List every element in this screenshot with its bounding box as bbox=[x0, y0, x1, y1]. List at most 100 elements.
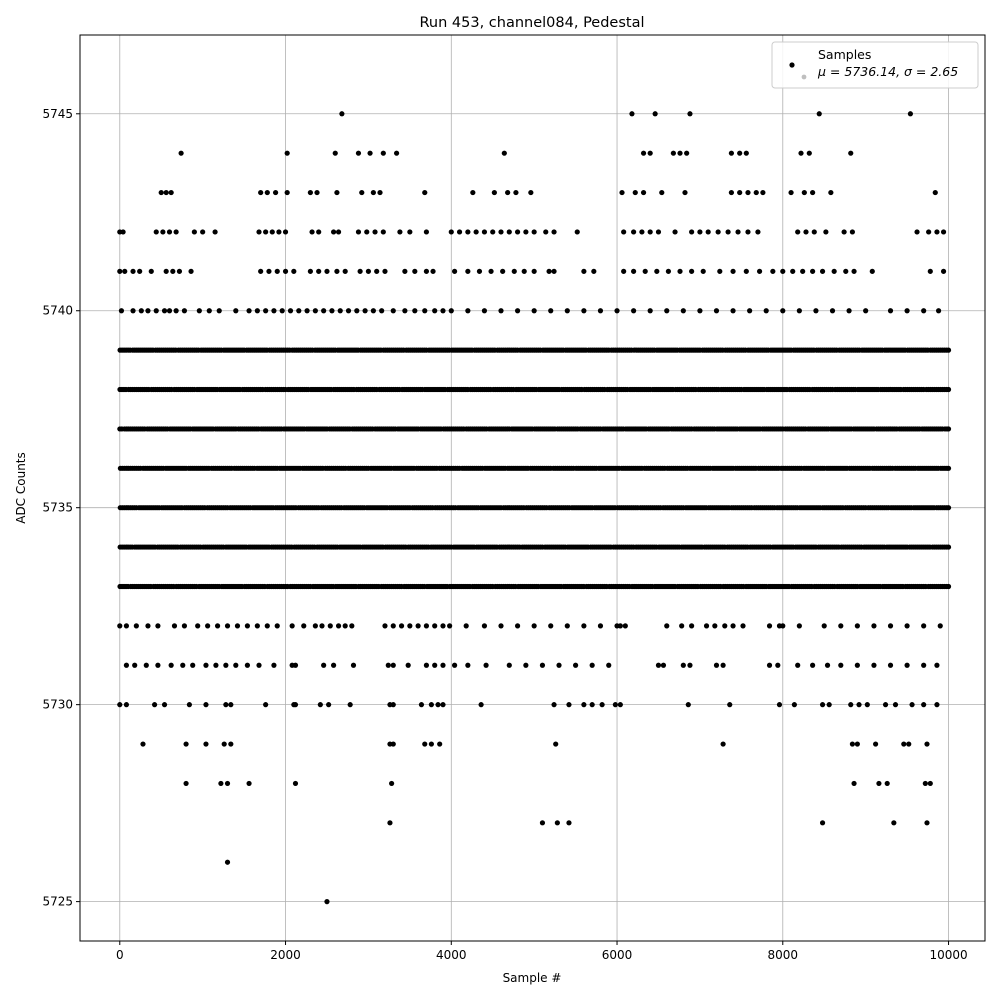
data-point bbox=[428, 741, 434, 747]
data-point bbox=[841, 229, 847, 235]
data-point bbox=[170, 268, 176, 274]
data-point bbox=[546, 268, 552, 274]
data-point bbox=[321, 662, 327, 668]
data-point bbox=[292, 702, 299, 708]
data-point bbox=[760, 189, 766, 196]
data-point bbox=[470, 189, 476, 196]
data-point bbox=[904, 662, 910, 668]
data-point bbox=[907, 111, 914, 117]
data-point bbox=[887, 623, 894, 629]
data-point bbox=[465, 229, 471, 235]
data-point bbox=[423, 662, 430, 668]
data-point bbox=[432, 308, 438, 314]
data-point bbox=[214, 623, 221, 629]
data-point bbox=[766, 662, 773, 668]
data-point bbox=[700, 268, 706, 274]
data-point bbox=[476, 268, 483, 274]
data-point bbox=[846, 308, 852, 314]
data-point bbox=[531, 623, 537, 629]
data-point bbox=[655, 229, 662, 235]
data-point bbox=[876, 780, 882, 787]
data-point bbox=[390, 623, 396, 629]
data-point bbox=[196, 308, 202, 314]
data-point bbox=[244, 623, 251, 629]
data-point bbox=[551, 268, 557, 274]
data-point bbox=[402, 308, 408, 314]
data-point bbox=[451, 268, 458, 274]
data-point bbox=[203, 662, 209, 668]
data-point bbox=[854, 662, 860, 668]
data-point bbox=[756, 268, 763, 274]
data-point bbox=[755, 229, 761, 235]
data-point bbox=[849, 741, 855, 747]
data-point bbox=[621, 229, 627, 235]
data-point bbox=[432, 623, 438, 629]
data-point bbox=[806, 150, 812, 156]
data-point bbox=[531, 229, 537, 235]
data-point bbox=[264, 189, 270, 196]
data-point bbox=[631, 308, 637, 314]
data-point bbox=[854, 741, 860, 747]
data-point bbox=[334, 268, 340, 274]
data-point bbox=[851, 268, 857, 274]
data-point bbox=[428, 702, 434, 708]
data-point bbox=[838, 662, 844, 668]
data-point bbox=[451, 662, 458, 668]
data-point bbox=[407, 623, 413, 629]
data-point bbox=[282, 229, 289, 235]
data-point bbox=[181, 308, 188, 314]
data-point bbox=[329, 308, 335, 314]
data-point bbox=[224, 623, 231, 629]
data-point bbox=[359, 189, 365, 196]
data-point bbox=[181, 623, 188, 629]
data-point bbox=[133, 623, 139, 629]
data-point bbox=[511, 268, 517, 274]
data-point bbox=[264, 623, 270, 629]
data-point bbox=[612, 702, 618, 708]
data-point bbox=[490, 229, 496, 235]
data-point bbox=[921, 308, 927, 314]
data-point bbox=[188, 268, 194, 274]
data-point bbox=[143, 662, 149, 668]
data-point bbox=[448, 308, 454, 314]
data-point bbox=[158, 189, 164, 196]
data-point bbox=[871, 623, 877, 629]
data-point bbox=[448, 229, 454, 235]
data-point bbox=[432, 662, 438, 668]
data-point bbox=[940, 229, 947, 235]
data-point bbox=[617, 702, 623, 708]
data-point bbox=[689, 623, 695, 629]
data-point bbox=[705, 229, 711, 235]
data-point bbox=[137, 268, 143, 274]
data-point bbox=[597, 308, 604, 314]
data-point bbox=[380, 229, 386, 235]
data-point bbox=[945, 386, 952, 393]
data-point bbox=[506, 662, 512, 668]
data-point bbox=[811, 229, 817, 235]
data-point bbox=[282, 268, 289, 274]
data-point bbox=[117, 702, 123, 708]
data-point bbox=[123, 702, 130, 708]
data-point bbox=[324, 899, 330, 905]
data-point bbox=[664, 623, 670, 629]
data-point bbox=[770, 268, 776, 274]
data-point bbox=[271, 308, 277, 314]
data-point bbox=[556, 662, 562, 668]
data-point bbox=[791, 702, 797, 708]
data-point bbox=[740, 623, 746, 629]
data-point bbox=[747, 308, 753, 314]
data-point bbox=[163, 268, 169, 274]
data-point bbox=[263, 308, 269, 314]
data-point bbox=[498, 229, 504, 235]
data-point bbox=[374, 268, 380, 274]
data-point bbox=[186, 702, 192, 708]
data-point bbox=[166, 229, 173, 235]
data-point bbox=[921, 662, 927, 668]
data-point bbox=[355, 229, 362, 235]
data-point bbox=[843, 268, 849, 274]
data-point bbox=[163, 189, 169, 196]
data-point bbox=[745, 229, 751, 235]
data-point bbox=[687, 111, 693, 117]
data-point bbox=[284, 150, 290, 156]
data-point bbox=[435, 702, 441, 708]
